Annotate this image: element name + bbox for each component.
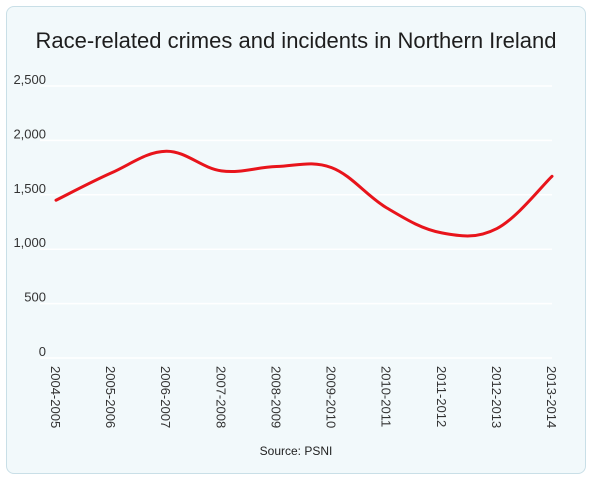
series-layer: [54, 149, 554, 238]
x-tick-label: 2010-2011: [379, 366, 394, 427]
x-tick-label: 2004-2005: [48, 366, 63, 428]
x-tick-label: 2012-2013: [489, 366, 504, 428]
y-tick-label: 500: [24, 290, 46, 305]
y-tick-label: 1,500: [13, 181, 46, 196]
grid-lines: [40, 85, 552, 359]
y-tick-label: 2,000: [13, 126, 46, 141]
chart-source: Source: PSNI: [259, 444, 333, 458]
x-tick-label: 2005-2006: [103, 366, 118, 428]
x-tick-label: 2006-2007: [158, 366, 173, 428]
chart-card: [6, 6, 586, 474]
y-tick-label: 1,000: [13, 235, 46, 250]
chart-title: Race-related crimes and incidents in Nor…: [35, 28, 557, 53]
y-tick-label: 0: [39, 344, 46, 359]
x-tick-label: 2011-2012: [434, 366, 449, 427]
x-axis-ticks: 2004-2005 2005-2006 2006-2007 2007-2008 2008…: [48, 366, 559, 428]
x-tick-label: 2008-2009: [268, 366, 283, 428]
x-tick-label: 2013-2014: [544, 366, 559, 428]
x-tick-label: 2009-2010: [324, 366, 339, 428]
series-line: [54, 149, 554, 238]
y-axis-ticks: 0 500 1,000 1,500 2,000 2,500: [13, 72, 46, 359]
y-tick-label: 2,500: [13, 72, 46, 87]
x-tick-label: 2007-2008: [213, 366, 228, 428]
